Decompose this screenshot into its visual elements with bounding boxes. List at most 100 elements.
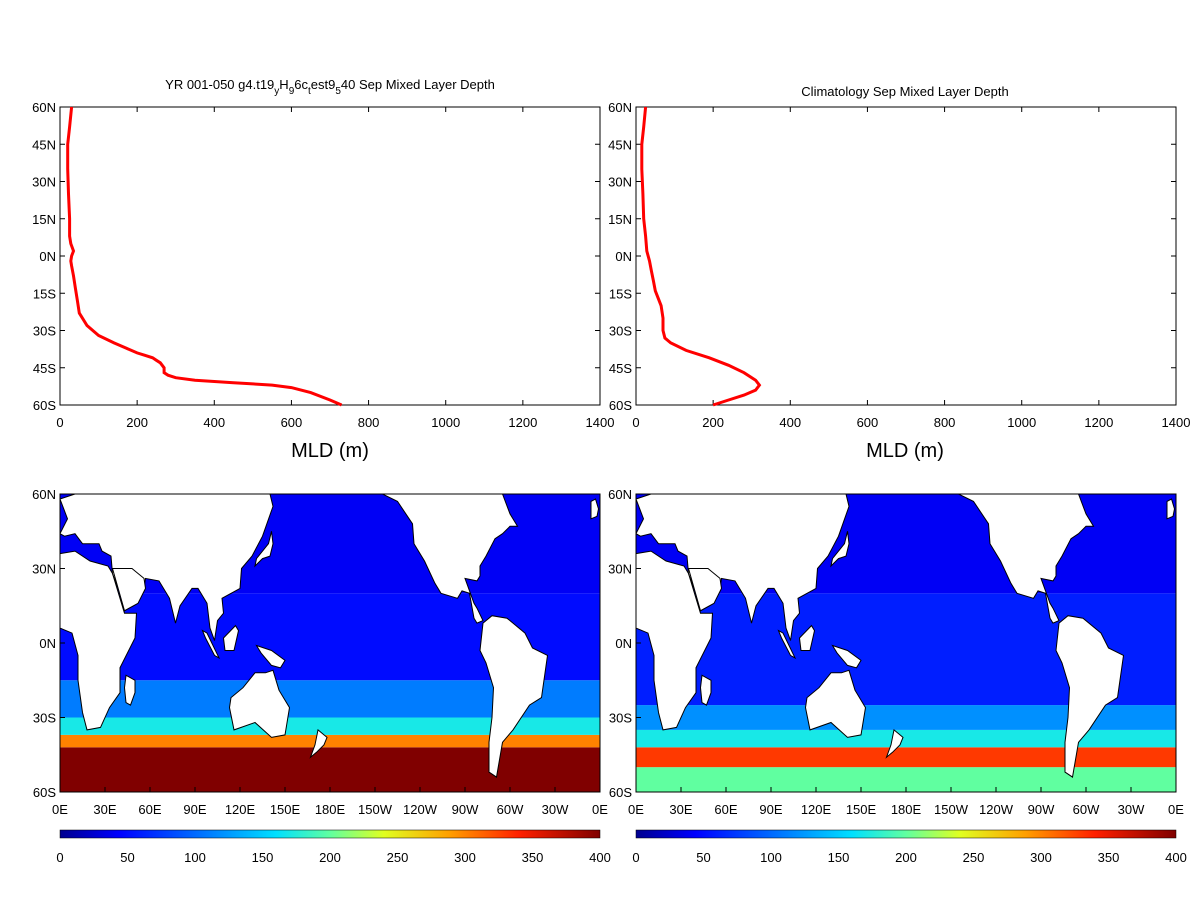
landmasses-left <box>60 479 600 778</box>
x-tick-label: 0 <box>56 415 63 430</box>
axis-ticks-left: 0 200 400 600 800 1000 1200 1400 60N 45N 30N 15N 0N 1… <box>32 100 614 430</box>
landmass-borneo <box>222 624 240 651</box>
colorbar-tick-label: 150 <box>828 850 850 865</box>
colorbar-ramp-left <box>59 829 601 839</box>
title-part: est9 <box>311 77 336 92</box>
y-tick-label: 15S <box>33 286 56 301</box>
landmass-south-america <box>1055 615 1125 778</box>
mld-band <box>636 747 1176 768</box>
colorbar-tick-label: 200 <box>895 850 917 865</box>
lon-tick-label: 30E <box>669 802 692 817</box>
lon-tick-label: 30W <box>1118 802 1145 817</box>
lon-tick-label: 120W <box>403 802 438 817</box>
colorbar-tick-label: 150 <box>252 850 274 865</box>
landmass-japan <box>254 531 274 568</box>
panel-title-right: Climatology Sep Mixed Layer Depth <box>801 84 1008 99</box>
panel-title-left: YR 001-050 g4.t19yH96ctest9540 Sep Mixed… <box>165 77 495 97</box>
colorbar-tick-label: 400 <box>589 850 611 865</box>
y-tick-label: 45N <box>32 137 56 152</box>
y-tick-label: 30S <box>609 324 632 339</box>
line-panel-left: YR 001-050 g4.t19yH96ctest9540 Sep Mixed… <box>32 77 614 462</box>
lon-tick-label: 150E <box>846 802 877 817</box>
landmass-madagascar <box>123 674 136 706</box>
y-tick-label: 45N <box>608 137 632 152</box>
y-tick-label: 45S <box>33 361 56 376</box>
y-tick-label: 0N <box>615 249 632 264</box>
title-part: 5 <box>335 86 341 97</box>
x-tick-label: 600 <box>281 415 303 430</box>
axis-ticks-right: 0 200 400 600 800 1000 1200 1400 60N 45N 30N 15N 0N 1… <box>608 100 1190 430</box>
colorbar-left: 0 50 100 150 200 250 300 350 400 <box>56 829 611 865</box>
lat-tick-label: 30N <box>608 562 632 577</box>
y-tick-label: 60N <box>32 100 56 115</box>
landmass-greenland-part <box>1092 494 1117 495</box>
landmass-madagascar <box>699 674 712 706</box>
lon-tick-label: 150W <box>934 802 969 817</box>
colorbar-tick-label: 200 <box>319 850 341 865</box>
y-tick-label: 30N <box>608 175 632 190</box>
lat-tick-label: 60S <box>609 785 632 800</box>
colorbar-tick-label: 50 <box>120 850 134 865</box>
map-panel-right: 0E 30E 60E 90E 120E 150E 180E 150W 120W 90W 60W 30W… <box>608 479 1184 817</box>
lat-tick-label: 60N <box>32 487 56 502</box>
landmass-iceland-part <box>567 479 579 484</box>
lon-tick-label: 120E <box>801 802 832 817</box>
colorbar-tick-label: 400 <box>1165 850 1187 865</box>
title-part: 40 Sep Mixed Layer Depth <box>341 77 495 92</box>
lon-tick-label: 0E <box>592 802 608 817</box>
landmass-greenland-part <box>516 494 541 495</box>
x-tick-label: 600 <box>857 415 879 430</box>
title-part: YR 001-050 g4.t19 <box>165 77 274 92</box>
title-part: 6c <box>294 77 308 92</box>
colorbar-tick-label: 250 <box>387 850 409 865</box>
mld-band <box>636 729 1176 748</box>
y-tick-label: 30S <box>33 324 56 339</box>
lon-tick-label: 30W <box>542 802 569 817</box>
landmass-iceland-part <box>1143 479 1155 484</box>
landmass-africa <box>636 550 714 731</box>
landmass-africa <box>60 550 138 731</box>
landmass-arabia-fill <box>111 568 147 612</box>
landmass-borneo <box>798 624 816 651</box>
x-tick-label: 800 <box>358 415 380 430</box>
y-tick-label: 15S <box>609 286 632 301</box>
y-tick-label: 60N <box>608 100 632 115</box>
x-axis-label-left: MLD (m) <box>291 440 369 462</box>
landmasses-right <box>636 479 1176 778</box>
lon-tick-label: 90E <box>759 802 782 817</box>
colorbar-ticks-right: 0 50 100 150 200 250 300 350 400 <box>632 850 1186 865</box>
lon-tick-label: 180E <box>891 802 922 817</box>
landmass-new-zealand <box>885 728 904 759</box>
colorbar-tick-label: 100 <box>760 850 782 865</box>
y-tick-label: 45S <box>609 361 632 376</box>
colorbar-tick-label: 100 <box>184 850 206 865</box>
map-panel-left: 0E 30E 60E 90E 120E 150E 180E 150W 120W 90W 60W 30W… <box>32 479 608 817</box>
colorbar-tick-label: 0 <box>632 850 639 865</box>
y-tick-label: 60S <box>609 398 632 413</box>
lat-tick-label: 30S <box>609 711 632 726</box>
y-tick-label: 30N <box>32 175 56 190</box>
colorbar-tick-label: 0 <box>56 850 63 865</box>
landmass-australia <box>228 669 291 738</box>
lon-tick-label: 120W <box>979 802 1014 817</box>
landmass-north-america <box>936 494 1095 624</box>
mld-line-left <box>66 106 343 407</box>
line-panel-right: Climatology Sep Mixed Layer Depth 0 200 40… <box>608 84 1190 462</box>
mld-band <box>60 717 600 735</box>
y-tick-label: 60S <box>33 398 56 413</box>
plot-frame-left <box>59 106 601 406</box>
y-tick-label: 15N <box>608 212 632 227</box>
x-tick-label: 400 <box>203 415 225 430</box>
colorbar-tick-label: 350 <box>522 850 544 865</box>
lon-tick-label: 60E <box>714 802 737 817</box>
lat-tick-label: 60N <box>608 487 632 502</box>
lon-tick-label: 90W <box>1028 802 1055 817</box>
landmass-uk <box>1166 498 1176 520</box>
lon-tick-label: 90E <box>183 802 206 817</box>
lon-tick-label: 120E <box>225 802 256 817</box>
landmass-south-america <box>479 615 549 778</box>
lon-tick-label: 0E <box>628 802 644 817</box>
colorbar-tick-label: 350 <box>1098 850 1120 865</box>
colorbar-tick-label: 300 <box>1030 850 1052 865</box>
